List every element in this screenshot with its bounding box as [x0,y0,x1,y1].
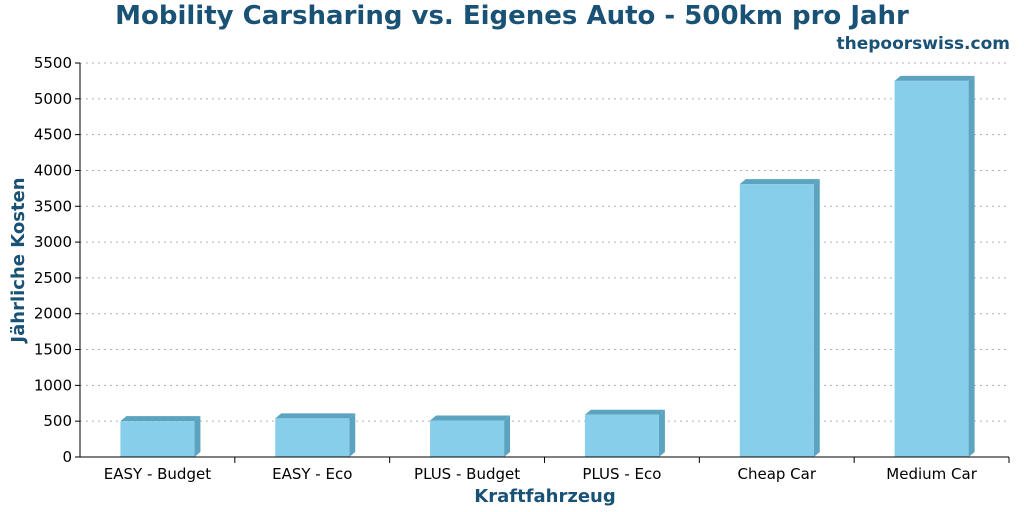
x-ticks: EASY - Budget EASY - Eco PLUS - Budget PLUS… [104,457,1010,483]
y-tick-label: 0 [62,448,72,466]
y-axis-label: Jährliche Kosten [8,177,29,344]
bar-front [430,420,505,457]
x-tick-label: Medium Car [886,465,977,483]
y-tick-label: 3000 [34,233,72,251]
bar-side [968,75,975,457]
y-tick-label: 3500 [34,197,72,215]
bar [894,75,975,457]
y-tick-label: 4000 [34,161,72,179]
bar-side [349,413,356,457]
bar-front [894,80,969,457]
x-tick-label: PLUS - Eco [582,465,661,483]
bar-side [658,409,665,457]
bars [120,75,975,457]
x-tick-label: Cheap Car [737,465,816,483]
bar-front [120,421,195,457]
source-label: thepoorswiss.com [836,34,1011,54]
bar-top [584,409,665,415]
bar-front [584,414,659,457]
bar-top [894,75,975,81]
bar-side [813,179,820,457]
bar-front [739,184,814,457]
y-tick-label: 1500 [34,341,72,359]
x-tick-label: EASY - Eco [272,465,352,483]
y-ticks: 0 500 1000 1500 2000 2500 3000 3500 4000 4500 5000… [34,54,80,466]
bar-top [120,416,201,422]
x-axis-label: Kraftfahrzeug [474,486,615,507]
chart-title: Mobility Carsharing vs. Eigenes Auto - 5… [115,1,909,31]
y-tick-label: 5000 [34,90,72,108]
y-tick-label: 5500 [34,54,72,72]
y-tick-label: 2000 [34,305,72,323]
y-tick-label: 4500 [34,126,72,144]
bar [430,415,511,457]
y-tick-label: 500 [43,412,72,430]
bar-top [739,179,820,185]
x-tick-label: EASY - Budget [104,465,211,483]
x-tick-label: PLUS - Budget [414,465,520,483]
bar-side [504,415,511,457]
bar-top [430,415,511,421]
bar [584,409,665,457]
bar [120,416,201,457]
y-tick-label: 2500 [34,269,72,287]
bar-side [194,416,201,457]
grid-lines [80,62,1009,422]
axes [79,63,1009,458]
bar-front [275,418,350,457]
bar-top [275,413,356,419]
y-tick-label: 1000 [34,376,72,394]
bar [739,179,820,457]
bar [275,413,356,457]
